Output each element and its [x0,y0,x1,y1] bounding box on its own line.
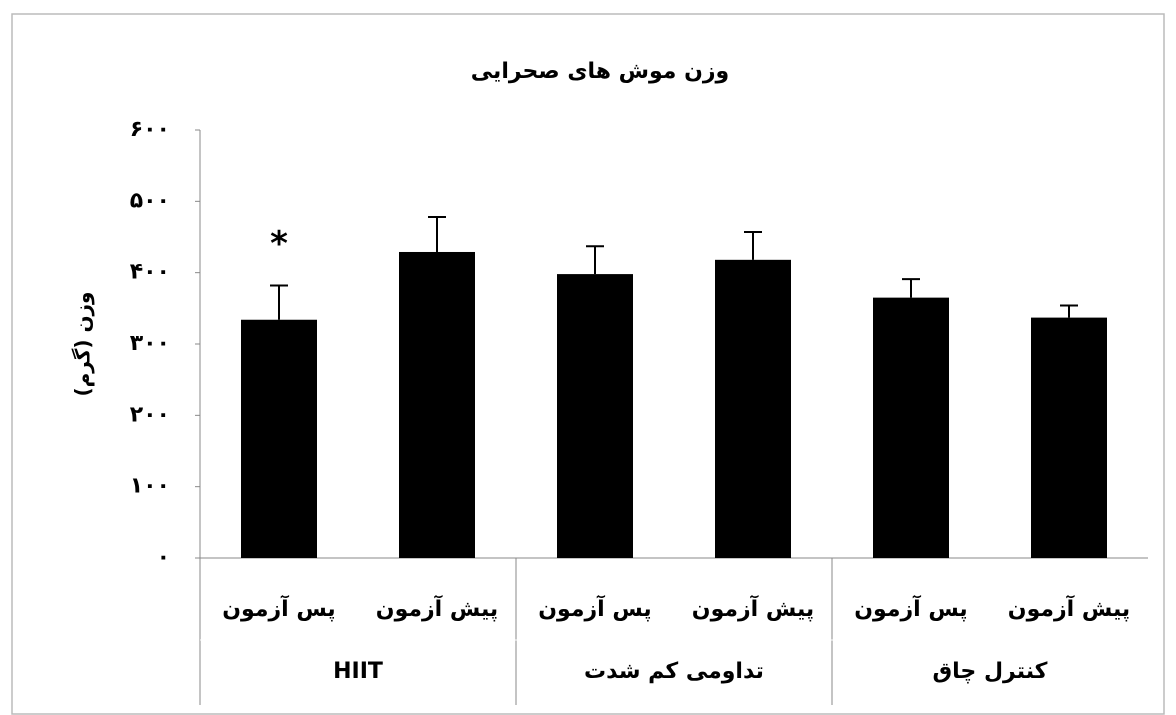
bar [241,319,317,558]
x-tick-label: پس آزمون [538,594,651,622]
y-tick-label: ۴۰۰ [130,260,170,285]
x-tick-label: پیش آزمون [376,594,498,622]
frame [11,13,1165,715]
x-tick-label: پیش آزمون [692,594,814,622]
y-tick-label: ۶۰۰ [130,117,170,142]
bar [1031,317,1107,558]
x-tick-label: پیش آزمون [1008,594,1130,622]
group-label: کنترل چاق [933,659,1048,684]
y-tick-label: ۲۰۰ [130,402,170,427]
group-label: HIIT [333,659,383,684]
annotation: * [270,224,288,264]
bar [873,297,949,558]
x-tick-label: پس آزمون [222,594,335,622]
bar [715,259,791,558]
y-tick-label: ۱۰۰ [130,474,170,499]
y-tick-label: ۰ [157,545,170,570]
y-tick-label: ۳۰۰ [130,331,170,356]
group-label: تداومی کم شدت [584,659,764,684]
x-tick-label: پس آزمون [854,594,967,622]
y-axis-label: وزن (گرم) [71,292,95,397]
y-tick-label: ۵۰۰ [130,188,170,213]
bar [399,251,475,559]
chart-title: وزن موش های صحرایی [471,59,729,84]
bar [557,274,633,558]
